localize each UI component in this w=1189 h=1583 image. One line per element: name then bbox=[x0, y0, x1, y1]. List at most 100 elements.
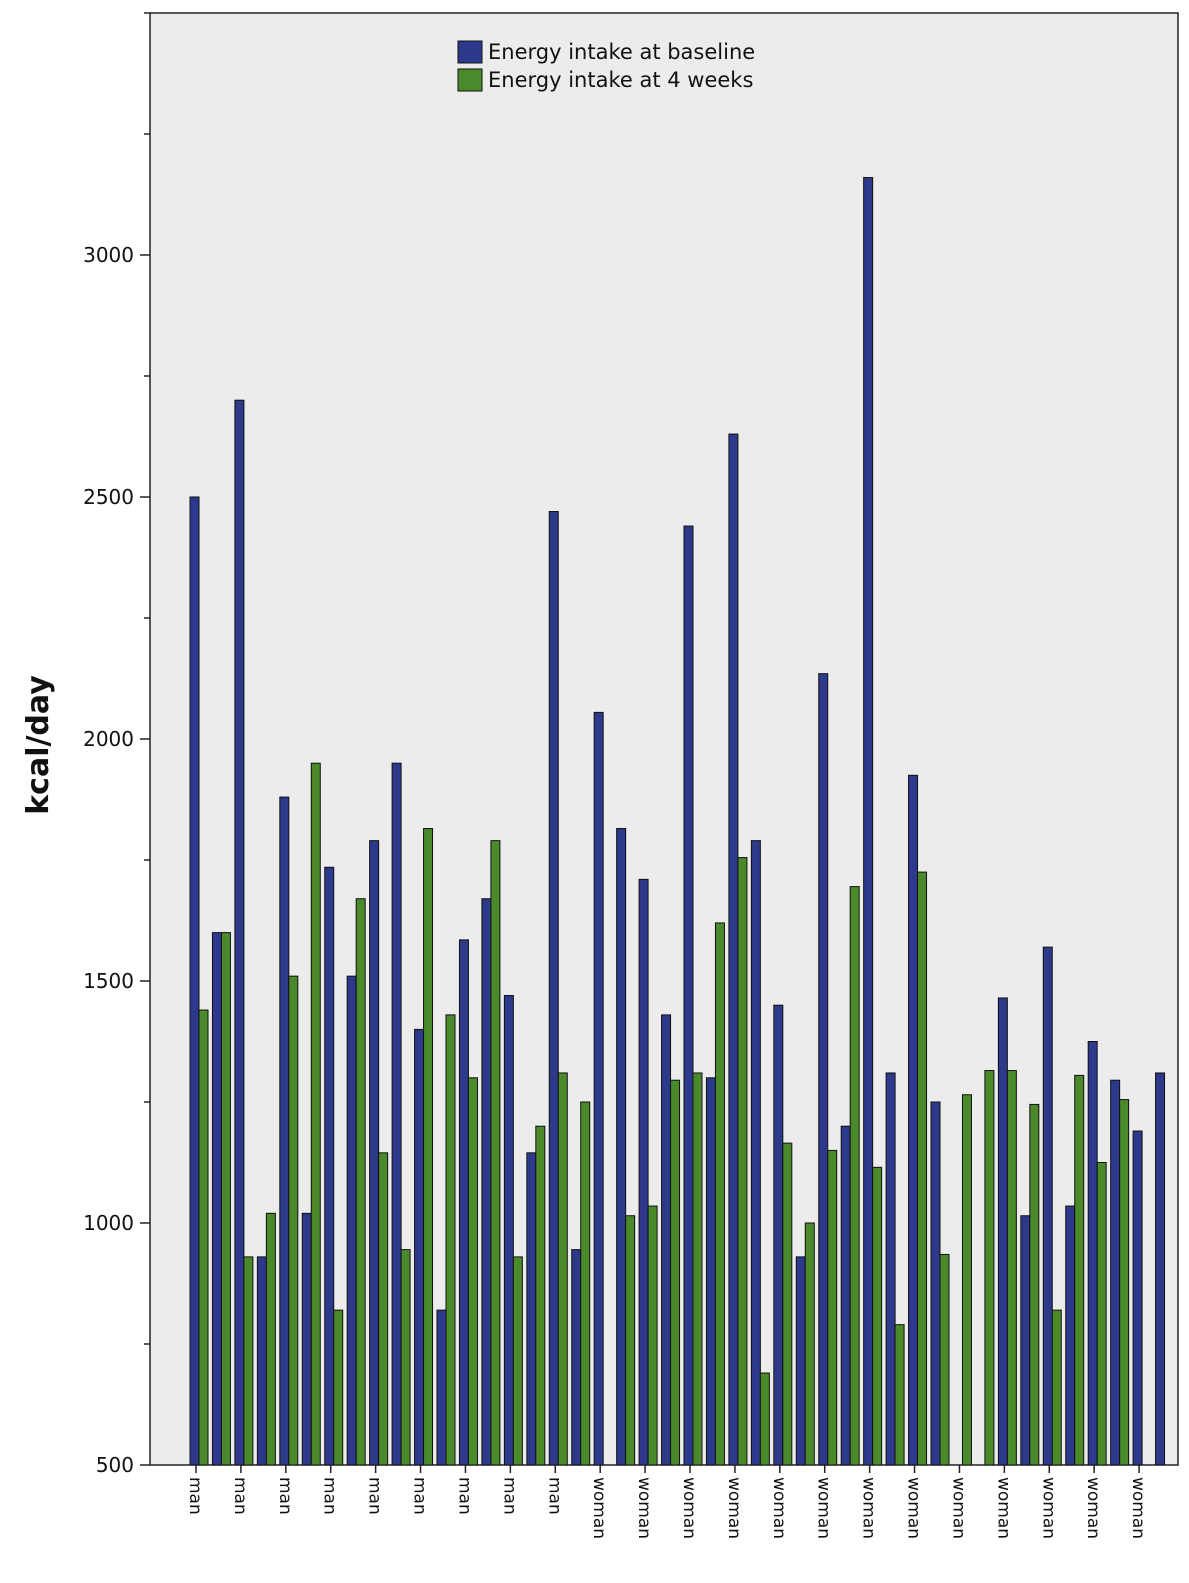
bar-baseline bbox=[1042, 946, 1053, 1466]
bar-4weeks bbox=[849, 886, 860, 1466]
bar-baseline bbox=[840, 1125, 851, 1466]
x-tick-label: woman bbox=[1128, 1477, 1148, 1539]
bar-baseline bbox=[458, 939, 469, 1466]
x-tick-label: man bbox=[230, 1477, 250, 1515]
bar-4weeks bbox=[310, 762, 321, 1466]
bar-4weeks bbox=[827, 1149, 838, 1466]
bar-4weeks bbox=[1006, 1070, 1017, 1466]
bar-4weeks bbox=[872, 1166, 883, 1466]
bar-baseline bbox=[616, 828, 627, 1466]
bar-baseline bbox=[661, 1014, 672, 1466]
bar-baseline bbox=[593, 711, 604, 1466]
bar-4weeks bbox=[804, 1222, 815, 1466]
y-tick-label: 500 bbox=[96, 1453, 134, 1477]
bar-baseline bbox=[189, 496, 200, 1466]
bar-baseline bbox=[795, 1256, 806, 1466]
bar-4weeks bbox=[625, 1215, 636, 1466]
bar-baseline bbox=[346, 975, 357, 1466]
y-tick-label: 1000 bbox=[83, 1211, 134, 1235]
bar-baseline bbox=[1087, 1041, 1098, 1466]
x-tick-label: woman bbox=[589, 1477, 609, 1539]
bar-4weeks bbox=[198, 1009, 209, 1466]
bar-baseline bbox=[750, 840, 761, 1466]
bar-4weeks bbox=[378, 1152, 389, 1466]
bar-4weeks bbox=[490, 840, 501, 1466]
legend-label-baseline: Energy intake at baseline bbox=[488, 40, 755, 64]
bar-4weeks bbox=[423, 828, 434, 1466]
bar-baseline bbox=[638, 878, 649, 1466]
x-tick-label: man bbox=[454, 1477, 474, 1515]
x-tick-label: man bbox=[410, 1477, 430, 1515]
bar-baseline bbox=[997, 997, 1008, 1466]
bar-4weeks bbox=[243, 1256, 254, 1466]
bar-baseline bbox=[414, 1028, 425, 1466]
bar-baseline bbox=[211, 932, 222, 1466]
bar-4weeks bbox=[984, 1070, 995, 1466]
bar-baseline bbox=[436, 1309, 447, 1466]
bar-4weeks bbox=[512, 1256, 523, 1466]
bar-baseline bbox=[930, 1101, 941, 1466]
y-tick-label: 2500 bbox=[83, 485, 134, 509]
x-tick-label: man bbox=[185, 1477, 205, 1515]
bar-4weeks bbox=[917, 871, 928, 1466]
bar-4weeks bbox=[288, 975, 299, 1466]
bar-4weeks bbox=[714, 922, 725, 1466]
bar-baseline bbox=[1155, 1072, 1166, 1466]
bar-baseline bbox=[481, 898, 492, 1466]
bar-4weeks bbox=[782, 1142, 793, 1466]
bar-baseline bbox=[503, 995, 514, 1466]
bar-baseline bbox=[908, 774, 919, 1466]
bar-baseline bbox=[885, 1072, 896, 1466]
bar-4weeks bbox=[467, 1077, 478, 1466]
bar-4weeks bbox=[355, 898, 366, 1466]
bar-4weeks bbox=[1029, 1103, 1040, 1466]
x-tick-label: woman bbox=[993, 1477, 1013, 1539]
x-tick-label: man bbox=[499, 1477, 519, 1515]
bar-4weeks bbox=[220, 932, 231, 1466]
bar-baseline bbox=[773, 1004, 784, 1466]
bar-baseline bbox=[391, 762, 402, 1466]
legend-swatch-baseline bbox=[457, 40, 483, 64]
bar-baseline bbox=[548, 511, 559, 1466]
legend: Energy intake at baseline Energy intake … bbox=[457, 40, 755, 92]
x-tick-label: woman bbox=[679, 1477, 699, 1539]
bar-4weeks bbox=[692, 1072, 703, 1466]
y-axis-label: kcal/day bbox=[21, 675, 56, 815]
bar-4weeks bbox=[1074, 1074, 1085, 1466]
bar-baseline bbox=[234, 399, 245, 1466]
bar-4weeks bbox=[445, 1014, 456, 1466]
bar-4weeks bbox=[894, 1324, 905, 1466]
bar-baseline bbox=[683, 525, 694, 1466]
bar-baseline bbox=[369, 840, 380, 1466]
x-tick-label: woman bbox=[904, 1477, 924, 1539]
bar-4weeks bbox=[1119, 1099, 1130, 1466]
x-tick-label: woman bbox=[724, 1477, 744, 1539]
x-tick-label: woman bbox=[634, 1477, 654, 1539]
bar-baseline bbox=[279, 796, 290, 1466]
x-tick-label: man bbox=[275, 1477, 295, 1515]
bar-baseline bbox=[526, 1152, 537, 1466]
x-tick-label: woman bbox=[814, 1477, 834, 1539]
bar-baseline bbox=[1065, 1205, 1076, 1466]
bar-baseline bbox=[256, 1256, 267, 1466]
x-tick-label: man bbox=[365, 1477, 385, 1515]
bar-4weeks bbox=[647, 1205, 658, 1466]
bar-4weeks bbox=[939, 1253, 950, 1466]
bar-4weeks bbox=[1051, 1309, 1062, 1466]
bar-4weeks bbox=[265, 1212, 276, 1466]
x-tick-label: woman bbox=[1083, 1477, 1103, 1539]
y-axis: 500 1000 1500 2000 2500 3000 bbox=[83, 12, 150, 1477]
bar-4weeks bbox=[737, 857, 748, 1466]
bar-baseline bbox=[863, 177, 874, 1466]
bar-baseline bbox=[1132, 1130, 1143, 1466]
bars-layer bbox=[189, 177, 1166, 1466]
bar-4weeks bbox=[557, 1072, 568, 1466]
bar-4weeks bbox=[333, 1309, 344, 1466]
bar-4weeks bbox=[961, 1094, 972, 1466]
bar-baseline bbox=[705, 1077, 716, 1466]
bar-4weeks bbox=[1096, 1162, 1107, 1466]
x-tick-label: woman bbox=[859, 1477, 879, 1539]
y-tick-label: 1500 bbox=[83, 969, 134, 993]
bar-baseline bbox=[571, 1249, 582, 1466]
